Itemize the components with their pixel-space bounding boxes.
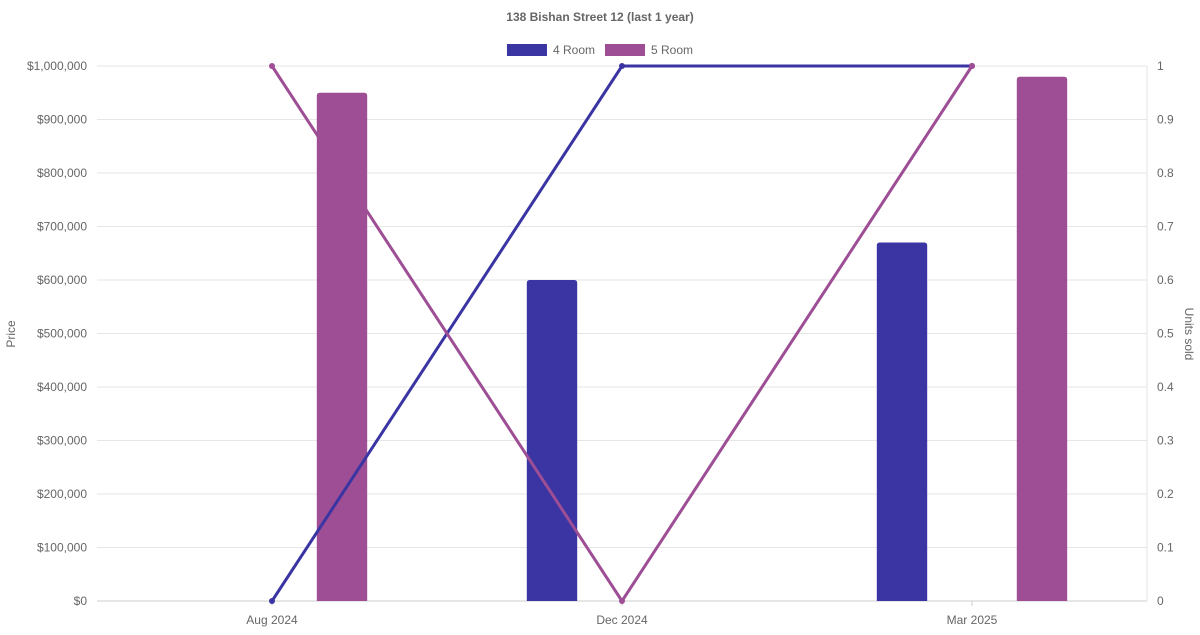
- legend-label: 4 Room: [553, 43, 595, 57]
- line-point[interactable]: [619, 598, 625, 604]
- y-right-tick-label: 0.8: [1157, 166, 1174, 180]
- y-axis-right-title: Units sold: [1182, 308, 1196, 361]
- legend-swatch: [506, 44, 547, 56]
- bars: [316, 76, 1068, 602]
- bar-5-room[interactable]: [1016, 76, 1068, 601]
- y-left-tick-label: $1,000,000: [27, 59, 87, 73]
- x-tick-label: Mar 2025: [947, 613, 998, 627]
- y-left-tick-label: $500,000: [37, 327, 87, 341]
- line-point[interactable]: [619, 63, 625, 69]
- y-left-tick-label: $300,000: [37, 434, 87, 448]
- line-point[interactable]: [269, 63, 275, 69]
- legend: 4 Room 5 Room: [506, 43, 693, 57]
- y-left-tick-label: $400,000: [37, 380, 87, 394]
- y-right-tick-label: 0.4: [1157, 380, 1174, 394]
- x-axis-ticks: Aug 2024 Dec 2024 Mar 2025: [246, 601, 998, 627]
- y-right-tick-label: 0: [1157, 594, 1164, 608]
- y-right-tick-label: 0.5: [1157, 327, 1174, 341]
- gridlines: [97, 65, 1148, 602]
- y-axis-right-ticks: 0 0.1 0.2 0.3 0.4 0.5 0.6 0.7 0.8 0.9 1: [1157, 59, 1174, 608]
- x-tick-label: Aug 2024: [246, 613, 298, 627]
- y-right-tick-label: 0.7: [1157, 220, 1174, 234]
- y-right-tick-label: 1: [1157, 59, 1164, 73]
- line-point[interactable]: [969, 63, 975, 69]
- y-axis-left-ticks: $0 $100,000 $200,000 $300,000 $400,000 $500,0…: [27, 59, 87, 608]
- y-left-tick-label: $700,000: [37, 220, 87, 234]
- bar-4-room[interactable]: [876, 242, 928, 602]
- legend-item-4-room[interactable]: 4 Room: [506, 43, 595, 57]
- y-right-tick-label: 0.1: [1157, 541, 1174, 555]
- legend-label: 5 Room: [651, 43, 693, 57]
- y-right-tick-label: 0.3: [1157, 434, 1174, 448]
- y-left-tick-label: $100,000: [37, 541, 87, 555]
- y-left-tick-label: $600,000: [37, 273, 87, 287]
- legend-swatch: [605, 44, 645, 56]
- y-axis-left-title: Price: [4, 320, 18, 348]
- line-point[interactable]: [269, 598, 275, 604]
- y-left-tick-label: $900,000: [37, 113, 87, 127]
- lines: [269, 63, 975, 604]
- x-tick-label: Dec 2024: [596, 613, 648, 627]
- bar-4-room[interactable]: [526, 280, 578, 601]
- bar-5-room[interactable]: [316, 92, 368, 601]
- y-right-tick-label: 0.2: [1157, 487, 1174, 501]
- legend-item-5-room[interactable]: 5 Room: [605, 43, 693, 57]
- y-right-tick-label: 0.6: [1157, 273, 1174, 287]
- y-left-tick-label: $800,000: [37, 166, 87, 180]
- y-left-tick-label: $0: [74, 594, 88, 608]
- chart-title: 138 Bishan Street 12 (last 1 year): [506, 10, 693, 24]
- y-left-tick-label: $200,000: [37, 487, 87, 501]
- y-right-tick-label: 0.9: [1157, 113, 1174, 127]
